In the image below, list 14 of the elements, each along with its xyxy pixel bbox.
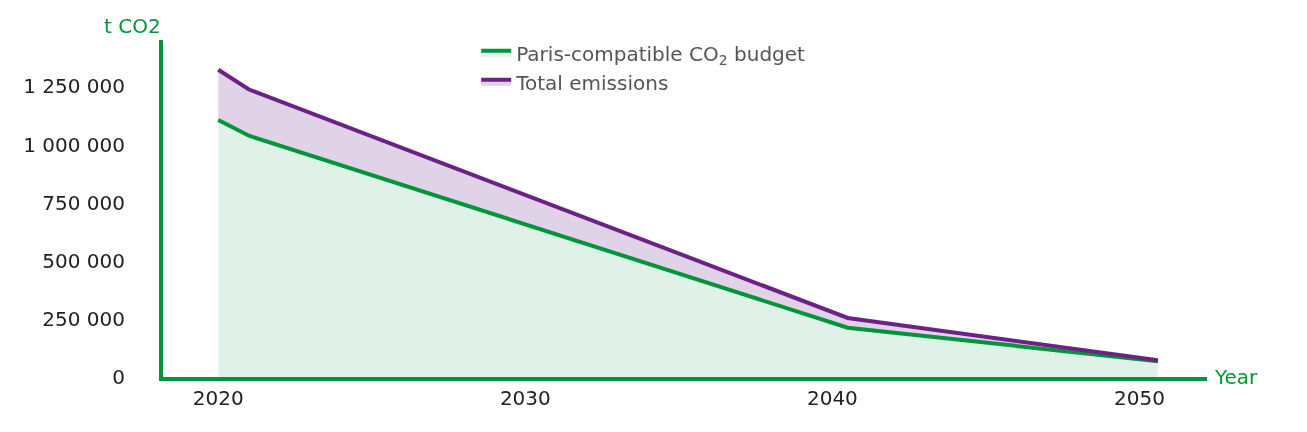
legend-label: Total emissions (515, 70, 669, 95)
x-tick-label: 2020 (192, 386, 244, 410)
x-tick-label: 2030 (499, 386, 551, 410)
legend-label: Paris-compatible CO$_{2}$ budget (516, 41, 806, 68)
y-tick-label: 250 000 (42, 306, 125, 331)
y-tick-label: 500 000 (42, 248, 125, 273)
x-axis-title: Year (1214, 365, 1259, 389)
y-tick-label: 1 000 000 (23, 132, 125, 157)
y-tick-label: 750 000 (42, 190, 125, 215)
y-tick-label: 0 (112, 365, 125, 389)
y-tick-label: 1 250 000 (23, 74, 125, 99)
y-axis-title: t CO2 (104, 14, 161, 38)
x-tick-label: 2040 (806, 386, 858, 410)
x-tick-label: 2050 (1114, 386, 1165, 410)
